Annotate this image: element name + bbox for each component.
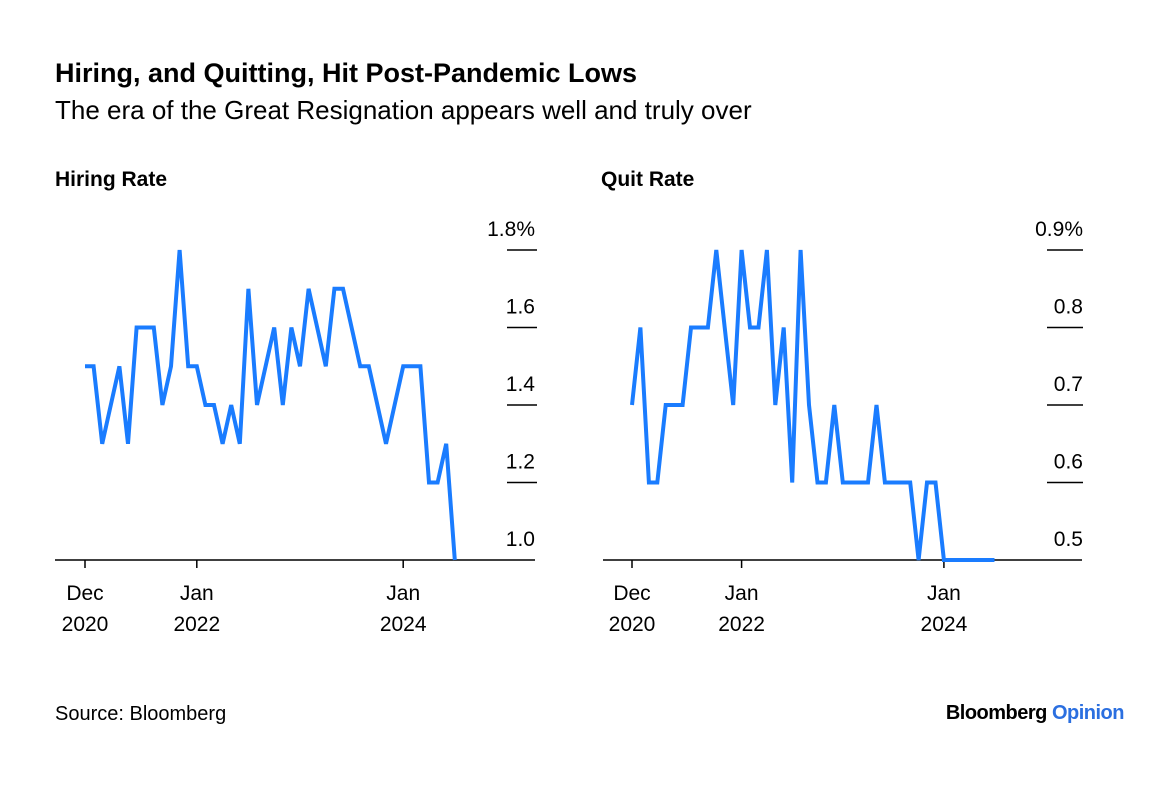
- hiring-rate-line: [85, 249, 457, 561]
- brand-logo: Bloomberg Opinion: [945, 702, 1125, 725]
- y-tick-label: 0.7: [1054, 373, 1083, 396]
- y-tick-label: 0.6: [1054, 451, 1083, 474]
- x-tick-label: 2022: [718, 613, 765, 636]
- figure-title: Hiring, and Quitting, Hit Post-Pandemic …: [55, 58, 638, 88]
- x-tick-label: Dec: [66, 582, 103, 605]
- x-tick-label: Jan: [386, 582, 420, 605]
- x-tick-label: 2022: [173, 613, 220, 636]
- figure-subtitle: The era of the Great Resignation appears…: [55, 95, 752, 125]
- x-tick-label: 2024: [380, 613, 427, 636]
- y-tick-label: 1.6: [506, 296, 535, 319]
- x-tick-label: Jan: [180, 582, 214, 605]
- y-tick-label: 1.0: [506, 528, 535, 551]
- y-tick-label: 0.5: [1054, 528, 1083, 551]
- source-note: Source: Bloomberg: [55, 703, 227, 725]
- y-tick-label: 0.9%: [1035, 218, 1083, 241]
- x-tick-label: 2020: [609, 613, 656, 636]
- x-tick-label: Jan: [927, 582, 961, 605]
- x-tick-label: 2024: [921, 613, 968, 636]
- quit-rate-line: [630, 249, 995, 562]
- brand-suffix: Opinion: [1051, 702, 1125, 724]
- hiring-panel-title: Hiring Rate: [55, 168, 168, 191]
- y-tick-label: 1.2: [506, 451, 535, 474]
- y-tick-label: 1.8%: [487, 218, 535, 241]
- brand-name: Bloomberg: [945, 702, 1048, 724]
- x-tick-label: Dec: [613, 582, 650, 605]
- x-tick-label: Jan: [725, 582, 759, 605]
- y-tick-label: 0.8: [1054, 296, 1083, 319]
- y-tick-label: 1.4: [506, 373, 536, 396]
- quit-panel-title: Quit Rate: [601, 168, 695, 191]
- x-tick-label: 2020: [62, 613, 109, 636]
